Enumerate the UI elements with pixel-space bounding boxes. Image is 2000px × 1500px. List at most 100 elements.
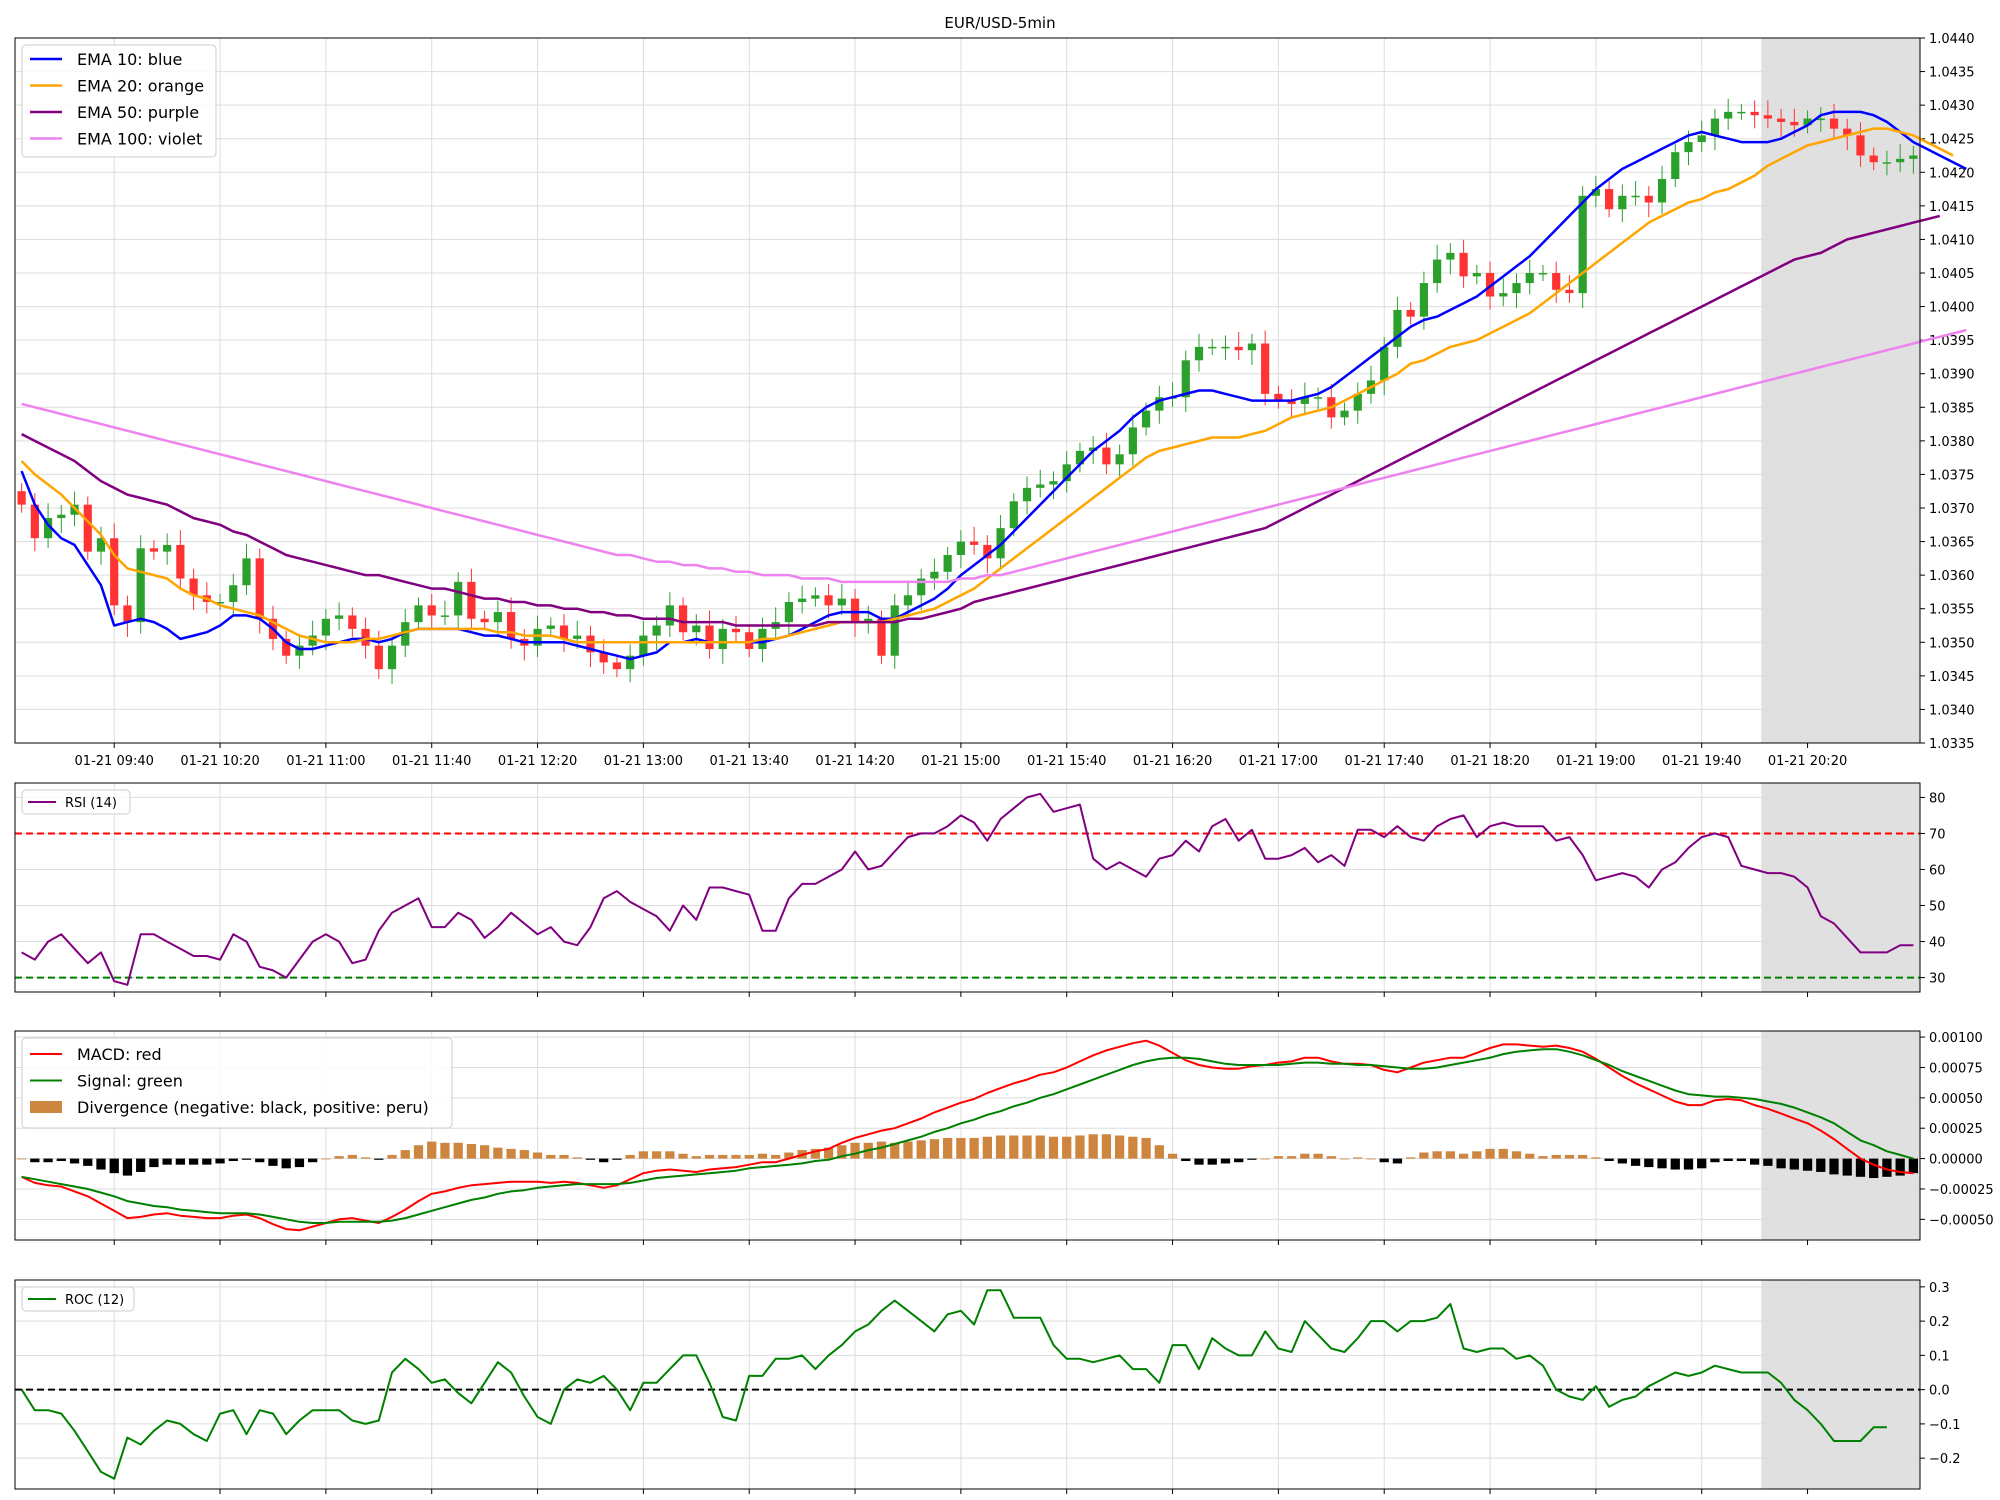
divergence-bar <box>400 1150 410 1159</box>
x-tick-label: 01-21 19:40 <box>1662 754 1741 769</box>
divergence-bar <box>1604 1158 1614 1162</box>
x-tick-label: 01-21 14:20 <box>815 754 894 769</box>
divergence-bar <box>16 1158 27 1160</box>
candle-body <box>877 618 886 656</box>
candle-body <box>1353 393 1362 411</box>
divergence-bar <box>1617 1158 1627 1164</box>
divergence-bar <box>585 1158 596 1160</box>
divergence-bar <box>1406 1157 1416 1159</box>
macd-legend: MACD: red Signal: green Divergence (negati… <box>21 1037 453 1129</box>
candle-body <box>559 625 569 639</box>
candle-body <box>1446 252 1455 260</box>
divergence-bar <box>1750 1158 1760 1165</box>
candle-body <box>1009 501 1018 529</box>
divergence-bar <box>1802 1158 1813 1171</box>
divergence-bar <box>1379 1158 1389 1163</box>
candle-body <box>1803 118 1812 126</box>
price-tick-label: 1.0390 <box>1929 368 1975 383</box>
divergence-bar <box>1578 1154 1588 1159</box>
candle-body <box>1459 252 1468 277</box>
candle-body <box>930 571 939 579</box>
candle-body <box>1340 410 1349 418</box>
candle-body <box>1141 410 1151 428</box>
divergence-bar <box>1326 1156 1336 1159</box>
candle-body <box>467 581 476 619</box>
divergence-bar <box>1763 1158 1773 1166</box>
divergence-bar <box>294 1158 305 1168</box>
candle-body <box>1393 309 1402 347</box>
divergence-bar <box>43 1158 53 1163</box>
ema-legend: EMA 10: blue EMA 20: orange EMA 50: purple… <box>21 44 217 158</box>
candle-body <box>1049 481 1058 485</box>
divergence-bar <box>480 1145 490 1159</box>
divergence-bar <box>202 1158 212 1165</box>
legend-label: MACD: red <box>77 1045 162 1064</box>
x-tick-label: 01-21 17:40 <box>1345 754 1424 769</box>
price-tick-label: 1.0400 <box>1929 301 1975 316</box>
divergence-bar <box>321 1158 331 1160</box>
price-tick-label: 1.0340 <box>1929 703 1975 718</box>
candle-body <box>864 618 873 623</box>
x-tick-label: 01-21 16:20 <box>1133 754 1212 769</box>
legend-box <box>21 1286 135 1312</box>
rsi-tick-label: 30 <box>1929 972 1946 987</box>
rsi-panel: 30 40 50 60 70 80 RSI (14) <box>14 782 1946 997</box>
divergence-bar <box>1207 1158 1217 1165</box>
divergence-bar <box>559 1154 569 1159</box>
divergence-bar <box>638 1151 649 1159</box>
candle-body <box>387 645 397 670</box>
divergence-bar <box>387 1154 397 1159</box>
divergence-bar <box>1234 1158 1244 1163</box>
divergence-bar <box>1022 1135 1032 1159</box>
candle-body <box>1763 115 1772 119</box>
candle-body <box>824 595 833 606</box>
candle-body <box>1433 259 1442 284</box>
divergence-bar <box>1115 1135 1125 1159</box>
candle-body <box>1697 135 1706 143</box>
divergence-bar <box>1657 1158 1667 1169</box>
candle-body <box>665 605 674 626</box>
ema-50-purple-line <box>21 214 1941 627</box>
candle-body <box>626 655 635 670</box>
roc-tick-label: 0.3 <box>1929 1281 1950 1296</box>
roc-tick-label: 0.2 <box>1929 1315 1950 1330</box>
x-tick-label: 01-21 10:20 <box>180 754 259 769</box>
candle-body <box>1261 343 1270 394</box>
legend-label: Signal: green <box>77 1072 183 1091</box>
candle-body <box>1181 360 1190 398</box>
divergence-bar <box>1181 1158 1191 1162</box>
shaded-region <box>1761 1280 1920 1489</box>
divergence-bar <box>109 1158 119 1174</box>
candle-body <box>1605 189 1614 210</box>
candle-body <box>917 578 926 596</box>
candle-body <box>1089 447 1098 451</box>
candle-body <box>943 555 952 572</box>
price-tick-label: 1.0395 <box>1929 334 1975 349</box>
candle-body <box>361 628 370 646</box>
candle-body <box>1657 179 1667 203</box>
divergence-bar <box>334 1156 344 1159</box>
candle-body <box>189 578 198 596</box>
candle-body <box>1062 464 1071 482</box>
candle-body <box>506 612 516 639</box>
candle-body <box>586 635 595 653</box>
candle-body <box>678 605 688 633</box>
divergence-bar <box>281 1158 291 1169</box>
divergence-bar <box>1286 1156 1297 1159</box>
divergence-bar <box>149 1158 159 1168</box>
candle-body <box>837 598 846 606</box>
divergence-bar <box>1300 1153 1310 1159</box>
divergence-bar <box>1273 1156 1284 1159</box>
candle-body <box>1538 273 1548 275</box>
divergence-bar <box>1551 1154 1561 1159</box>
candle-body <box>123 605 132 623</box>
price-tick-label: 1.0415 <box>1929 200 1975 215</box>
rsi-legend: RSI (14) <box>21 789 131 815</box>
candle-body <box>1512 283 1521 294</box>
divergence-bar <box>1472 1151 1482 1159</box>
candle-body <box>1485 273 1495 297</box>
candle-body <box>1287 400 1296 404</box>
price-tick-label: 1.0405 <box>1929 267 1975 282</box>
legend-box <box>21 44 217 158</box>
divergence-bar <box>347 1154 357 1159</box>
